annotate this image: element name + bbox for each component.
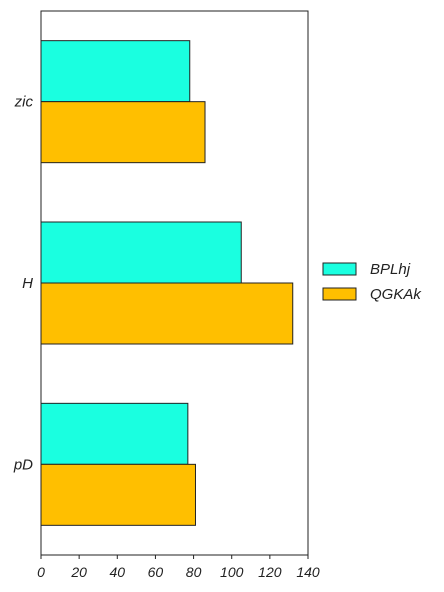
y-tick-label-zic: zic bbox=[14, 94, 34, 111]
x-tick-label-140: 140 bbox=[296, 564, 320, 580]
legend-swatch-bplhj bbox=[322, 262, 357, 276]
y-axis: zic HpD bbox=[13, 94, 34, 474]
plot-frame bbox=[40, 10, 309, 556]
bar-bplhj-pd bbox=[40, 402, 189, 465]
bar-bplhj-zic bbox=[40, 40, 191, 103]
bar-qgkak-pd bbox=[40, 463, 196, 526]
bar-qgkak-zic bbox=[40, 101, 206, 164]
bar-qgkak-h bbox=[40, 282, 294, 345]
y-tick-label-h: H bbox=[22, 275, 33, 292]
bars-group bbox=[40, 40, 294, 526]
bar-bplhj-h bbox=[40, 221, 242, 284]
legend-label-qgkak: QGKAk bbox=[370, 286, 422, 303]
x-tick-label-80: 80 bbox=[186, 564, 202, 580]
x-tick-label-40: 40 bbox=[109, 564, 125, 580]
legend: BPLhj QGKAk bbox=[322, 261, 422, 303]
x-tick-label-0: 0 bbox=[37, 564, 45, 580]
x-tick-label-20: 20 bbox=[70, 564, 87, 580]
x-tick-label-100: 100 bbox=[220, 564, 244, 580]
legend-swatch-qgkak bbox=[322, 287, 357, 301]
x-axis: 0 20 40 60 80 100 120 140 bbox=[37, 555, 320, 580]
x-tick-label-120: 120 bbox=[258, 564, 282, 580]
y-tick-label-pd: pD bbox=[13, 456, 33, 473]
x-tick-label-60: 60 bbox=[148, 564, 164, 580]
legend-label-bplhj: BPLhj bbox=[370, 261, 411, 278]
